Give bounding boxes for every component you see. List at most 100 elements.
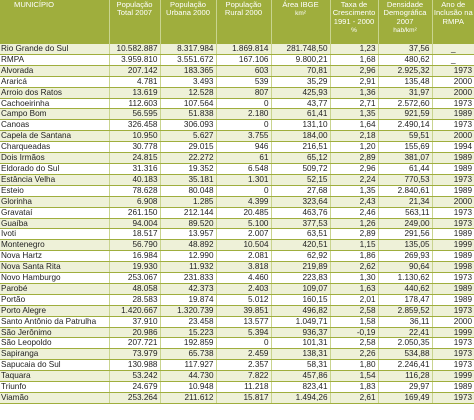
table-row: Ivoti 18.517 13.957 2.007 63,51 2,89 291,56 198…: [0, 228, 474, 241]
table-row: São Jerônimo 20.986 15.223 5.394 936,37 -0,19…: [0, 327, 474, 339]
column-header: MUNICÍPIO: [0, 0, 109, 44]
table-cell: 1973: [431, 119, 474, 132]
table-row: Dois Irmãos 24.815 22.272 61 65,12 2,89 381,07…: [0, 152, 474, 164]
table-cell: 13.577: [215, 316, 271, 328]
table-row: Nova Hartz 16.984 12.990 2.081 62,92 1,86 269,…: [0, 250, 474, 263]
table-cell: 2.490,14: [377, 119, 432, 132]
table-cell: 89.520: [159, 218, 216, 230]
table-cell: 19.930: [108, 261, 160, 274]
table-cell: 19.874: [159, 294, 216, 306]
table-cell: 1.869.814: [215, 44, 271, 55]
table-cell: 130.988: [108, 359, 160, 372]
municipality-name-cell: Santo Antônio da Patrulha: [0, 316, 109, 328]
table-row: Montenegro 56.790 48.892 10.504 420,51 1,15 13…: [0, 239, 474, 252]
table-cell: 51.838: [159, 108, 216, 121]
table-cell: 1,20: [329, 141, 378, 154]
table-row: Alvorada 207.142 183.365 603 70,81 2,96 2.925,…: [0, 65, 474, 77]
table-cell: 1994: [431, 141, 474, 154]
municipality-name-cell: Gravataí: [0, 207, 109, 219]
table-cell: 1989: [431, 185, 474, 197]
table-cell: 563,11: [377, 207, 432, 219]
table-cell: 107.564: [159, 98, 216, 110]
table-cell: 21,34: [377, 196, 432, 208]
table-cell: 5.394: [215, 327, 271, 339]
municipality-name-cell: Capela de Santana: [0, 130, 109, 143]
table-cell: 6.548: [215, 163, 271, 175]
table-cell: 3.959.810: [108, 54, 160, 66]
table-cell: 1973: [431, 65, 474, 77]
table-cell: 2,89: [329, 152, 378, 164]
table-cell: 80.048: [159, 185, 216, 197]
municipal-data-table: MUNICÍPIO População Total 2007 População U…: [0, 0, 474, 404]
table-cell: 2,26: [329, 348, 378, 361]
table-cell: 117.927: [159, 359, 216, 372]
table-row: Esteio 78.628 80.048 0 27,68 1,35 2.840,61 1989: [0, 185, 474, 197]
municipality-name-cell: Ivoti: [0, 228, 109, 241]
table-cell: 39.851: [215, 305, 271, 317]
municipality-name-cell: RMPA: [0, 54, 109, 66]
table-cell: 381,07: [377, 152, 432, 164]
table-cell: 4.399: [215, 196, 271, 208]
table-cell: 223,83: [270, 272, 330, 284]
table-cell: 178,47: [377, 294, 432, 306]
table-cell: 509,72: [270, 163, 330, 175]
table-cell: 3.551.672: [159, 54, 216, 66]
table-cell: 2,58: [329, 337, 378, 350]
table-cell: 1.320.739: [159, 305, 216, 317]
table-cell: 29.015: [159, 141, 216, 154]
table-cell: 1998: [431, 261, 474, 274]
table-cell: 11.218: [215, 381, 271, 393]
table-cell: 1.420.667: [108, 305, 160, 317]
table-row: Canoas 326.458 306.093 0 131,10 1,64 2.490,14 1…: [0, 119, 474, 132]
table-cell: 167.106: [215, 54, 271, 66]
municipality-name-cell: Parobé: [0, 283, 109, 295]
table-cell: 184,00: [270, 130, 330, 143]
table-row: Taquara 53.242 44.730 7.822 457,86 1,54 116,28…: [0, 370, 474, 383]
table-row: Novo Hamburgo 253.067 231.833 4.460 223,83 1,…: [0, 272, 474, 284]
municipality-name-cell: Nova Hartz: [0, 250, 109, 263]
column-header-unit: hab/km²: [393, 26, 417, 34]
table-cell: 2,46: [329, 207, 378, 219]
table-cell: 1,83: [329, 381, 378, 393]
table-cell: 2.859,52: [377, 305, 432, 317]
table-cell: 40.183: [108, 174, 160, 186]
table-cell: 63,51: [270, 228, 330, 241]
table-cell: 219,89: [270, 261, 330, 274]
table-cell: 20.485: [215, 207, 271, 219]
table-cell: 2,71: [329, 98, 378, 110]
table-cell: 3.818: [215, 261, 271, 274]
table-cell: 8.317.984: [159, 44, 216, 55]
table-body: Rio Grande do Sul 10.582.887 8.317.984 1.86…: [0, 44, 474, 404]
table-row: RMPA 3.959.810 3.551.672 167.106 9.800,21 1,6…: [0, 54, 474, 66]
municipality-name-cell: Canoas: [0, 119, 109, 132]
table-cell: -0,19: [329, 327, 378, 339]
table-cell: 1,36: [329, 87, 378, 99]
table-cell: 770,53: [377, 174, 432, 186]
table-cell: 20.986: [108, 327, 160, 339]
table-cell: 4.460: [215, 272, 271, 284]
table-cell: 1,63: [329, 283, 378, 295]
table-cell: 58,31: [270, 359, 330, 372]
table-cell: 16.984: [108, 250, 160, 263]
table-cell: 27,68: [270, 185, 330, 197]
table-row: Santo Antônio da Patrulha 37.910 23.458 13.…: [0, 316, 474, 328]
table-row: Capela de Santana 10.950 5.627 3.755 184,00 2…: [0, 130, 474, 143]
table-cell: 37,56: [377, 44, 432, 55]
municipality-name-cell: Charqueadas: [0, 141, 109, 154]
table-cell: 48.892: [159, 239, 216, 252]
column-header: Ano de Inclusão na RMPA: [431, 0, 474, 44]
table-cell: 207.142: [108, 65, 160, 77]
table-cell: 326.458: [108, 119, 160, 132]
table-cell: 291,56: [377, 228, 432, 241]
municipality-name-cell: Cachoeirinha: [0, 98, 109, 110]
table-cell: _: [431, 54, 474, 66]
column-header-label: Densidade Demográfica 2007: [383, 0, 427, 26]
table-cell: 5.627: [159, 130, 216, 143]
table-cell: 480,62: [377, 54, 432, 66]
table-cell: _: [431, 44, 474, 55]
table-row: Eldorado do Sul 31.316 19.352 6.548 509,72 2,…: [0, 163, 474, 175]
table-cell: 116,28: [377, 370, 432, 383]
table-cell: 2.246,41: [377, 359, 432, 372]
table-cell: 2000: [431, 130, 474, 143]
table-cell: 1973: [431, 98, 474, 110]
